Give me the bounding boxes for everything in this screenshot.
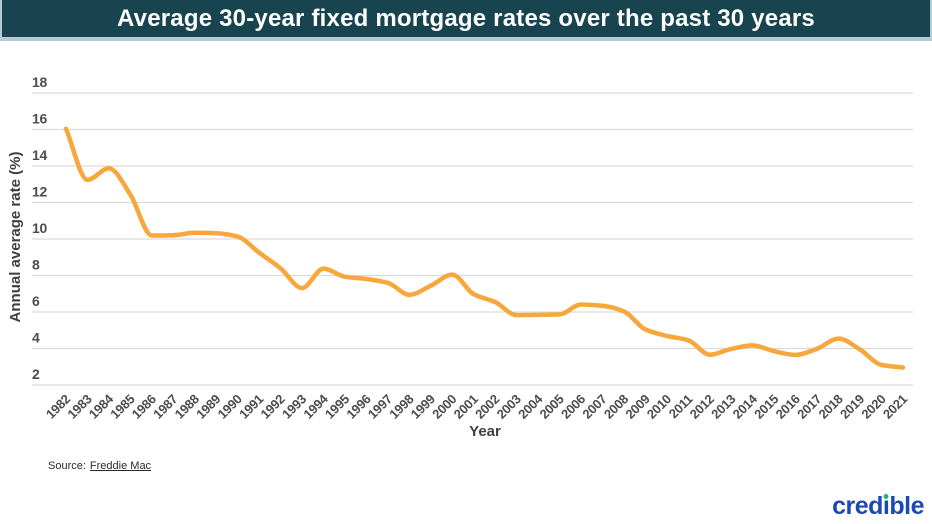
chart-title: Average 30-year fixed mortgage rates ove… — [117, 4, 815, 32]
y-tick-label-14: 14 — [32, 147, 47, 163]
source-prefix: Source: — [48, 460, 86, 472]
y-tick-label-8: 8 — [32, 257, 40, 273]
y-tick-label-16: 16 — [32, 111, 47, 127]
source-link-freddie-mac[interactable]: Freddie Mac — [89, 460, 152, 472]
x-tick-label-2021: 2021 — [880, 391, 910, 421]
x-axis-title: Year — [469, 423, 501, 440]
y-tick-label-6: 6 — [32, 293, 40, 309]
rate-line — [63, 126, 906, 370]
y-tick-label-2: 2 — [32, 366, 40, 382]
y-tick-label-18: 18 — [32, 74, 47, 90]
chart-title-bar: Average 30-year fixed mortgage rates ove… — [0, 0, 932, 41]
logo-text-after: ble — [889, 492, 924, 520]
source-note: Source: Freddie Mac — [48, 460, 151, 472]
y-axis-title: Annual average rate (%) — [7, 151, 24, 323]
y-tick-label-12: 12 — [32, 184, 47, 200]
y-tick-label-4: 4 — [32, 330, 40, 346]
logo-text-before: cred — [832, 492, 883, 520]
y-tick-label-10: 10 — [32, 220, 47, 236]
credible-logo[interactable]: credıble — [832, 492, 924, 521]
logo-letter-i: ı — [882, 492, 890, 520]
